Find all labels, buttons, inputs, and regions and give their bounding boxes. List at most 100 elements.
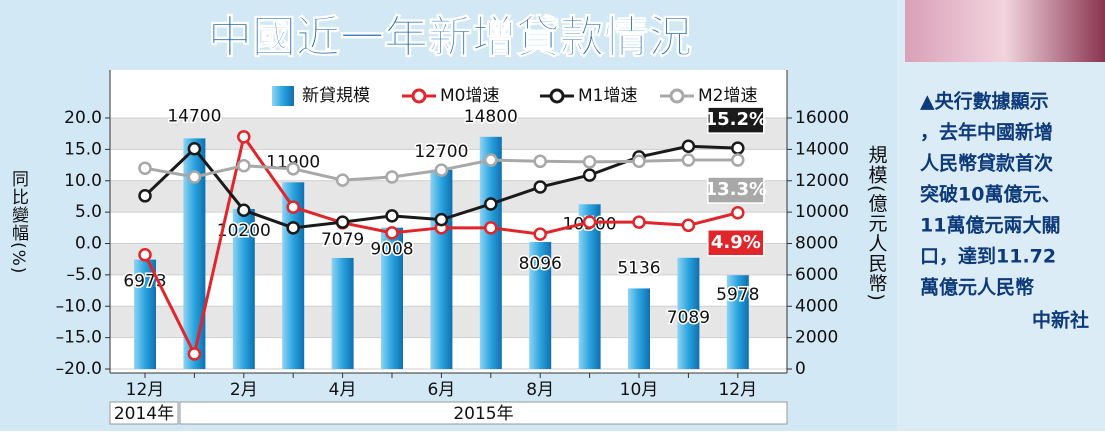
photo (905, 0, 1105, 62)
point (189, 143, 200, 154)
point (288, 202, 299, 213)
bar-label: 14800 (464, 107, 518, 127)
legend-swatch (671, 90, 683, 102)
y2-tick-label: 8000 (795, 234, 838, 254)
legend-label: 新貸規模 (302, 86, 370, 106)
point (189, 348, 200, 359)
caption-line: ，去年中國新增 (920, 121, 1053, 144)
point (238, 131, 249, 142)
bar-label: 14700 (167, 106, 221, 126)
y2-tick-label: 10000 (795, 202, 849, 222)
caption-credit: 中新社 (1032, 309, 1089, 332)
legend-swatch (413, 90, 425, 102)
point (535, 156, 546, 167)
y2-tick-label: 2000 (795, 328, 838, 348)
bar-label: 7089 (667, 308, 710, 328)
point (732, 143, 743, 154)
bar (332, 258, 354, 369)
bar-label: 6973 (123, 272, 166, 292)
point (140, 190, 151, 201)
point (189, 171, 200, 182)
x-tick-label: 2月 (230, 380, 258, 400)
x-tick-label: 8月 (526, 380, 554, 400)
y-tick-label: –20.0 (56, 359, 102, 379)
point (238, 205, 249, 216)
bar (480, 137, 502, 369)
point (387, 227, 398, 238)
y-tick-label: 15.0 (64, 139, 102, 159)
bar-label: 5978 (716, 285, 759, 305)
point (683, 155, 694, 166)
caption-line: 人民幣貸款首次 (920, 152, 1053, 175)
bar-label: 5136 (617, 258, 660, 278)
point (634, 156, 645, 167)
y-axis-label: 同比變幅(%) (8, 170, 29, 274)
bar-label: 12700 (414, 142, 468, 162)
point (238, 160, 249, 171)
x-tick-label: 4月 (329, 380, 357, 400)
point (584, 156, 595, 167)
point (732, 207, 743, 218)
point (436, 165, 447, 176)
y-tick-label: 20.0 (64, 108, 102, 128)
y-tick-label: –10.0 (56, 296, 102, 316)
legend-label: M1增速 (578, 86, 637, 106)
value-label: 4.9% (711, 232, 761, 253)
point (387, 171, 398, 182)
point (535, 182, 546, 193)
bar-label: 8096 (519, 254, 562, 274)
point (732, 155, 743, 166)
point (584, 170, 595, 181)
point (288, 222, 299, 233)
point (683, 141, 694, 152)
x-tick-label: 10月 (620, 380, 659, 400)
point (140, 163, 151, 174)
point (288, 163, 299, 174)
point (485, 222, 496, 233)
caption-line: 突破10萬億元、 (920, 183, 1060, 206)
point (535, 229, 546, 240)
bar (628, 288, 650, 369)
x-tick-label: 12月 (126, 380, 165, 400)
y-tick-label: 5.0 (75, 202, 102, 222)
page: 中國近一年新增貸款情況 同比變幅(%) 規模(億元人民幣) ▲央行數據顯示 ，去年… (0, 0, 1105, 431)
point (337, 175, 348, 186)
legend-label: M2增速 (698, 86, 757, 106)
y2-tick-label: 12000 (795, 171, 849, 191)
value-label: 15.2% (705, 109, 767, 130)
x-tick-label: 12月 (718, 380, 757, 400)
point (387, 210, 398, 221)
y-tick-label: –5.0 (66, 265, 102, 285)
x-tick-label: 6月 (427, 380, 455, 400)
y-tick-label: 10.0 (64, 171, 102, 191)
legend-swatch (272, 86, 294, 106)
legend-swatch (551, 90, 563, 102)
chart-title: 中國近一年新增貸款情況 (208, 12, 692, 63)
point (485, 155, 496, 166)
bar (430, 170, 452, 369)
bar-label: 9008 (370, 240, 413, 260)
caption-line: 11萬億元兩大關 (920, 214, 1060, 237)
point (436, 214, 447, 225)
y2-tick-label: 16000 (795, 108, 849, 128)
y2-axis-label: 規模(億元人民幣) (866, 145, 888, 302)
point (485, 198, 496, 209)
value-label: 13.3% (705, 179, 767, 200)
year-label: 2015年 (453, 404, 513, 424)
y-tick-label: –15.0 (56, 328, 102, 348)
legend-label: M0增速 (440, 86, 499, 106)
bar-label: 7079 (321, 230, 364, 250)
y-tick-label: 0.0 (75, 234, 102, 254)
point (634, 217, 645, 228)
y2-tick-label: 0 (795, 359, 806, 379)
point (140, 249, 151, 260)
caption-line: ▲央行數據顯示 (920, 90, 1049, 113)
point (337, 217, 348, 228)
y2-tick-label: 4000 (795, 296, 838, 316)
caption-line: 口，達到11.72 (920, 245, 1056, 268)
y2-tick-label: 14000 (795, 139, 849, 159)
point (683, 220, 694, 231)
caption-line: 萬億元人民幣 (920, 276, 1034, 299)
year-label: 2014年 (114, 404, 174, 424)
point (584, 217, 595, 228)
